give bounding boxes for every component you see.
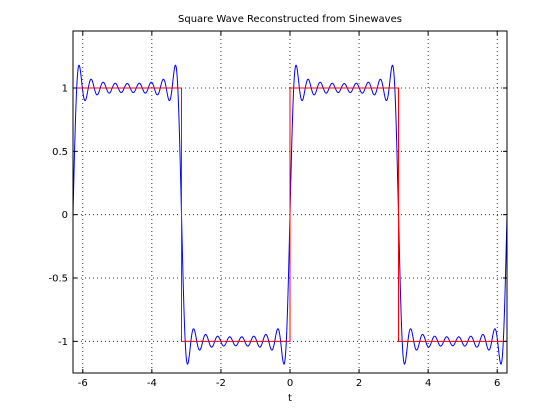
x-axis-label: t (288, 393, 292, 404)
x-tick-label: 0 (287, 378, 293, 389)
chart-title: Square Wave Reconstructed from Sinewaves (178, 14, 402, 25)
x-tick-label: -2 (216, 378, 226, 389)
y-tick-label: -0.5 (48, 274, 68, 285)
y-tick-label: 0.5 (52, 147, 68, 158)
ticks-layer: -6 -4 -2 0 2 4 6 -1 -0.5 0 0.5 1 (48, 31, 507, 389)
x-tick-label: 2 (356, 378, 362, 389)
y-tick-label: 0 (62, 210, 68, 221)
x-tick-label: -6 (78, 378, 88, 389)
y-tick-label: 1 (62, 84, 68, 95)
x-tick-label: 4 (425, 378, 431, 389)
series-layer (72, 64, 508, 365)
x-tick-label: 6 (494, 378, 500, 389)
y-tick-label: -1 (58, 337, 68, 348)
square-wave-line (73, 87, 507, 342)
x-tick-label: -4 (147, 378, 157, 389)
